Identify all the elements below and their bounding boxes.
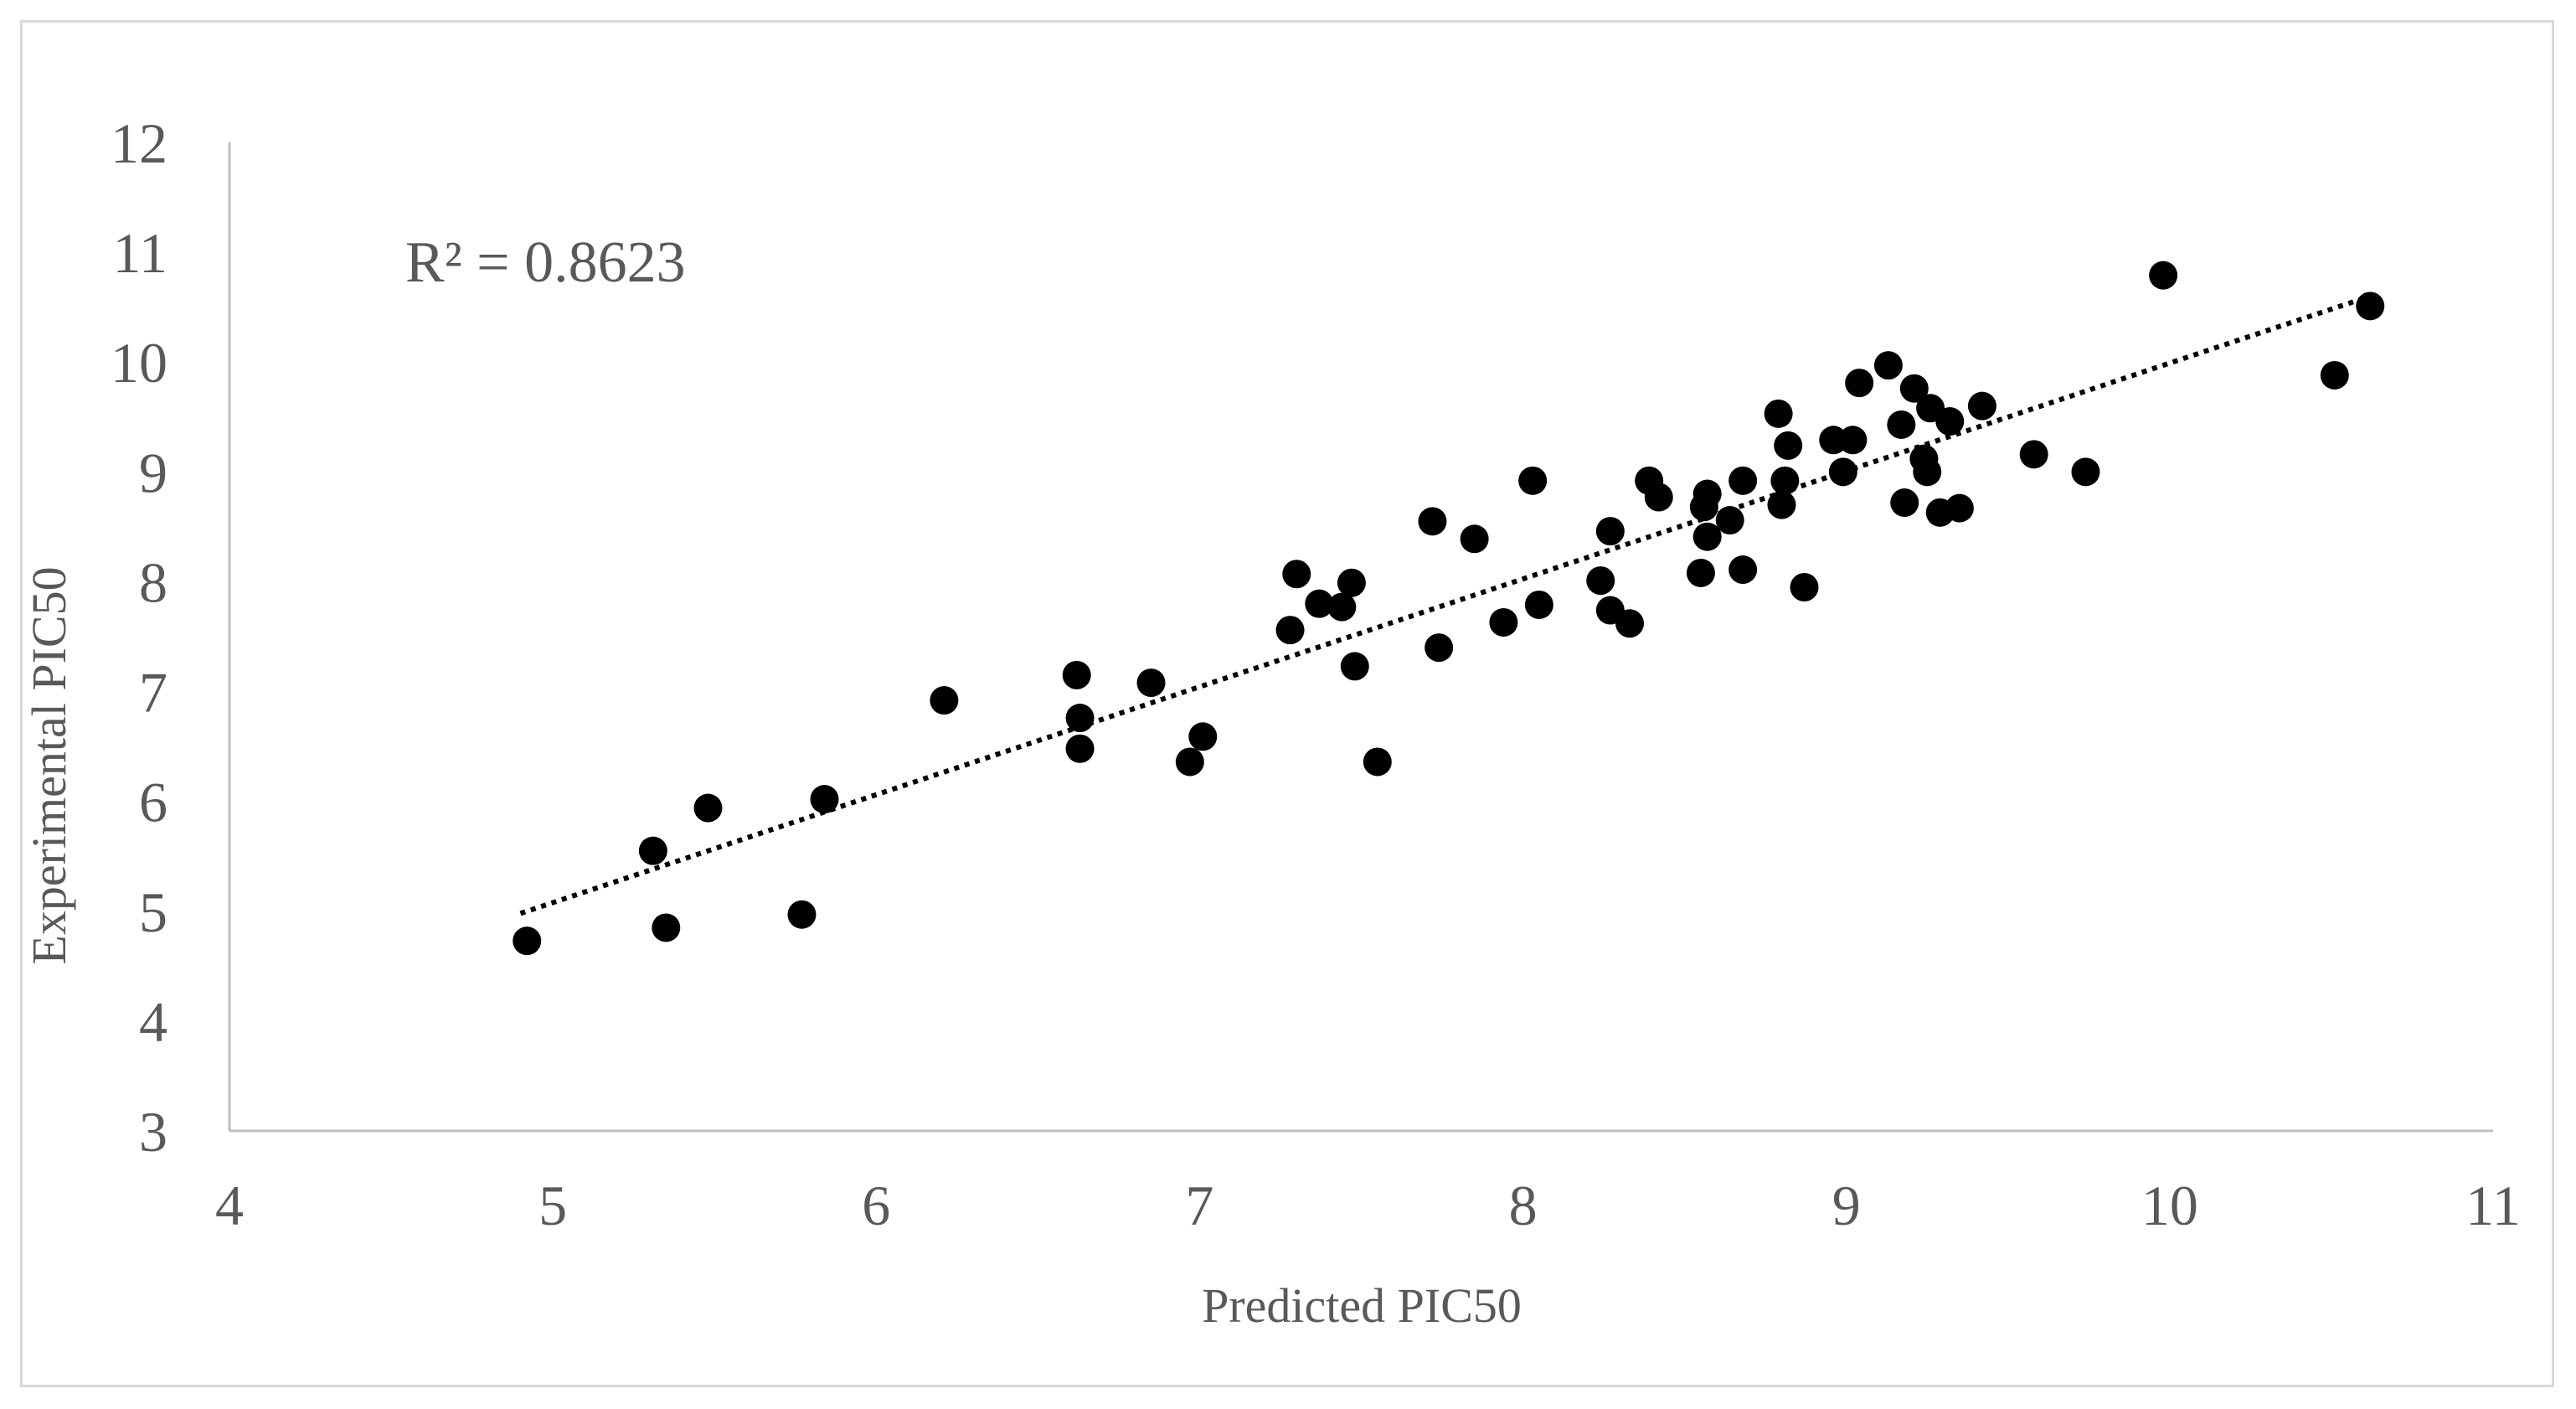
x-tick-label: 11: [2465, 1174, 2520, 1237]
data-point: [2019, 440, 2048, 469]
data-point: [1595, 517, 1625, 546]
data-point: [513, 926, 542, 956]
data-point: [1425, 633, 1454, 663]
y-tick-label: 7: [139, 661, 167, 725]
data-point: [1363, 747, 1392, 777]
data-point: [1460, 524, 1489, 554]
y-tick-label: 8: [139, 550, 167, 614]
data-point: [1828, 457, 1857, 487]
data-point: [1524, 590, 1553, 619]
data-point: [2320, 360, 2349, 390]
data-point: [638, 836, 667, 865]
data-point: [1770, 466, 1800, 495]
y-tick-label: 10: [111, 331, 167, 395]
data-point: [1715, 506, 1744, 535]
data-point: [1913, 457, 1942, 487]
data-point: [693, 793, 723, 823]
y-tick-label: 4: [139, 990, 167, 1054]
x-tick-label: 5: [538, 1174, 567, 1237]
x-tick-label: 7: [1185, 1174, 1213, 1237]
y-tick-label: 5: [139, 880, 167, 944]
data-point: [2149, 261, 2178, 290]
data-point: [1489, 607, 1518, 637]
data-point: [1337, 568, 1366, 597]
data-point: [1890, 488, 1919, 518]
data-point: [1790, 573, 1819, 601]
x-axis-title: Predicted PIC50: [1202, 1278, 1522, 1333]
y-tick-label: 9: [139, 441, 167, 504]
data-point: [1692, 479, 1722, 508]
data-point: [652, 913, 681, 942]
data-point: [1282, 560, 1311, 589]
trendline: [519, 293, 2372, 916]
data-point: [1275, 616, 1305, 645]
data-point: [1838, 426, 1868, 455]
data-point: [1692, 522, 1722, 551]
r-squared-annotation: R² = 0.8623: [405, 230, 686, 295]
data-point: [1945, 493, 1974, 523]
data-point: [1728, 466, 1758, 495]
data-point: [1845, 369, 1874, 398]
x-tick-label: 9: [1832, 1174, 1861, 1237]
data-point: [1065, 704, 1095, 733]
data-point: [1188, 722, 1218, 751]
data-point: [1065, 734, 1095, 763]
data-point: [1340, 652, 1369, 681]
data-point: [1615, 609, 1644, 638]
data-point: [1175, 747, 1204, 777]
data-point: [1935, 407, 1965, 436]
chart-frame: [20, 20, 2554, 1387]
data-point: [1967, 391, 1996, 421]
data-point: [1586, 566, 1615, 596]
axes: [228, 142, 2493, 1133]
data-point: [1327, 592, 1357, 622]
data-points: [513, 261, 2385, 956]
data-point: [1062, 660, 1091, 689]
data-point: [1136, 668, 1166, 698]
data-point: [930, 686, 959, 715]
data-point: [1887, 410, 1916, 439]
y-tick-label: 3: [139, 1100, 167, 1164]
data-point: [1418, 507, 1447, 536]
y-tick-label: 12: [111, 111, 167, 175]
data-point: [1644, 483, 1673, 512]
x-tick-label: 4: [215, 1174, 244, 1237]
x-tick-label: 6: [862, 1174, 890, 1237]
data-point: [1728, 555, 1758, 585]
y-axis-title: Experimental PIC50: [22, 566, 76, 964]
data-point: [1873, 351, 1903, 380]
data-point: [1686, 558, 1715, 587]
x-tick-label: 10: [2141, 1174, 2198, 1237]
data-point: [2071, 457, 2100, 487]
data-point: [1899, 374, 1929, 403]
data-point: [1774, 431, 1803, 460]
data-point: [2356, 292, 2385, 321]
y-tick-label: 11: [113, 221, 167, 285]
x-tick-label: 8: [1509, 1174, 1538, 1237]
y-tick-label: 6: [139, 771, 167, 834]
data-point: [1305, 589, 1334, 618]
data-point: [1518, 466, 1548, 495]
data-point: [787, 900, 817, 929]
data-point: [1767, 490, 1796, 519]
trendline-group: [519, 293, 2372, 916]
data-point: [810, 785, 839, 814]
data-point: [1764, 399, 1793, 428]
